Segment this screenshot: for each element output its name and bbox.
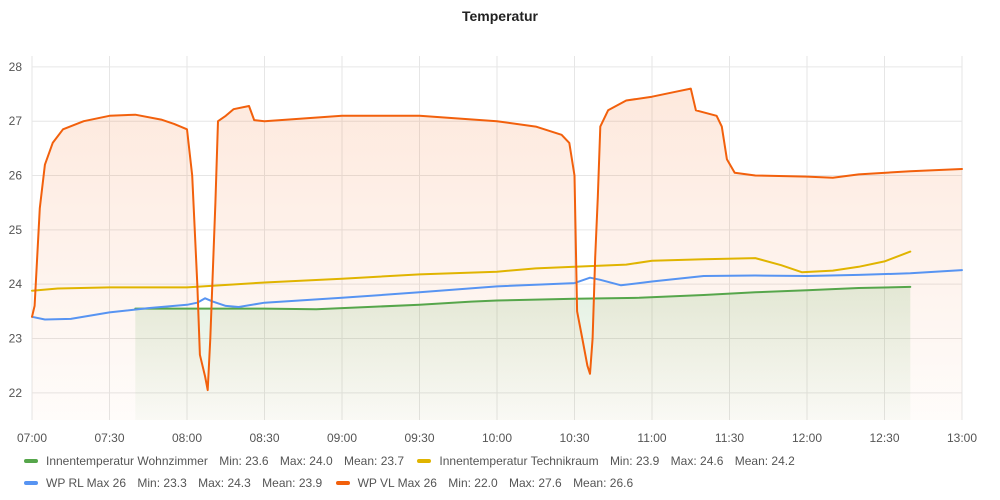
y-tick-label: 25 xyxy=(9,223,23,237)
legend-stat-mean: 23.7 xyxy=(380,454,405,468)
legend-stat-mean-label: Mean: xyxy=(262,476,296,490)
legend-label-wp-vl: WP VL Max 26 xyxy=(357,476,437,490)
legend-stat-mean-label: Mean: xyxy=(734,454,769,468)
x-tick-label: 09:30 xyxy=(404,431,434,445)
legend-item-wohnzimmer[interactable]: Innentemperatur Wohnzimmer Min: 23.6 Max… xyxy=(24,450,404,472)
chart-title: Temperatur xyxy=(462,8,538,24)
legend: Innentemperatur Wohnzimmer Min: 23.6 Max… xyxy=(24,450,984,494)
x-tick-label: 12:00 xyxy=(792,431,822,445)
y-tick-label: 22 xyxy=(9,386,23,400)
legend-stat-mean: 24.2 xyxy=(771,454,795,468)
legend-stat-mean-label: Mean: xyxy=(343,454,378,468)
legend-stat-min: 23.9 xyxy=(635,454,660,468)
legend-item-wp-rl[interactable]: WP RL Max 26 Min: 23.3 Max: 24.3 Mean: 2… xyxy=(24,472,322,494)
series-line-1[interactable] xyxy=(31,250,912,292)
y-tick-label: 27 xyxy=(9,114,23,128)
y-tick-label: 24 xyxy=(9,277,23,291)
tick-labels: 22 23 24 25 26 27 28 07:00 07:30 08:00 08:30 09:00 0… xyxy=(9,60,978,445)
y-tick-label: 28 xyxy=(9,60,23,74)
legend-label-wp-rl: WP RL Max 26 xyxy=(46,476,127,490)
x-tick-label: 08:30 xyxy=(249,431,279,445)
series-lines xyxy=(31,87,963,392)
legend-stat-min: 22.0 xyxy=(474,476,498,490)
x-tick-label: 10:30 xyxy=(559,431,589,445)
x-tick-label: 12:30 xyxy=(869,431,899,445)
legend-stat-min-label: Min: xyxy=(609,454,633,468)
legend-stat-mean: 26.6 xyxy=(609,476,634,490)
series-line-0[interactable] xyxy=(134,285,912,311)
chart-plot: 22 23 24 25 26 27 28 07:00 07:30 08:00 08:30 09:00 0… xyxy=(9,56,978,445)
legend-swatch-wp-rl xyxy=(24,480,38,485)
series-line-2[interactable] xyxy=(31,269,963,321)
legend-stat-min-label: Min: xyxy=(219,454,242,468)
x-tick-label: 08:00 xyxy=(172,431,202,445)
legend-stat-max-label: Max: xyxy=(509,476,536,490)
y-tick-label: 23 xyxy=(9,332,23,346)
legend-stat-min: 23.3 xyxy=(163,476,187,490)
legend-stat-min: 23.6 xyxy=(245,454,269,468)
legend-row: Innentemperatur Wohnzimmer Min: 23.6 Max… xyxy=(24,450,984,472)
legend-item-technikraum[interactable]: Innentemperatur Technikraum Min: 23.9 Ma… xyxy=(417,450,795,472)
x-tick-label: 09:00 xyxy=(327,431,357,445)
x-tick-label: 11:30 xyxy=(715,431,744,445)
legend-swatch-wp-vl xyxy=(335,480,350,485)
legend-stat-max: 24.3 xyxy=(227,476,251,490)
legend-stat-max: 24.6 xyxy=(700,454,724,468)
legend-stat-min-label: Min: xyxy=(137,476,161,490)
legend-stat-max-label: Max: xyxy=(670,454,697,468)
y-tick-label: 26 xyxy=(9,169,23,183)
legend-stat-max-label: Max: xyxy=(198,476,225,490)
legend-stat-max-label: Max: xyxy=(279,454,306,468)
legend-stat-mean-label: Mean: xyxy=(573,476,607,490)
legend-swatch-wohnzimmer xyxy=(24,458,38,463)
area-fills xyxy=(32,88,962,420)
x-tick-label: 11:00 xyxy=(637,431,666,445)
legend-label-wohnzimmer: Innentemperatur Wohnzimmer xyxy=(46,454,208,468)
legend-stat-mean: 23.9 xyxy=(298,476,323,490)
legend-item-wp-vl[interactable]: WP VL Max 26 Min: 22.0 Max: 27.6 Mean: 2… xyxy=(335,472,634,494)
x-tick-label: 07:30 xyxy=(94,431,124,445)
x-tick-label: 13:00 xyxy=(947,431,977,445)
legend-stat-min-label: Min: xyxy=(448,476,471,490)
legend-label-technikraum: Innentemperatur Technikraum xyxy=(439,454,599,468)
series-line-3[interactable] xyxy=(31,87,963,392)
legend-stat-max: 24.0 xyxy=(309,454,333,468)
legend-stat-max: 27.6 xyxy=(538,476,562,490)
area-fill-0 xyxy=(135,286,911,420)
legend-row: WP RL Max 26 Min: 23.3 Max: 24.3 Mean: 2… xyxy=(24,472,984,494)
x-tick-label: 07:00 xyxy=(17,431,47,445)
x-tick-label: 10:00 xyxy=(482,431,512,445)
legend-swatch-technikraum xyxy=(417,458,432,463)
